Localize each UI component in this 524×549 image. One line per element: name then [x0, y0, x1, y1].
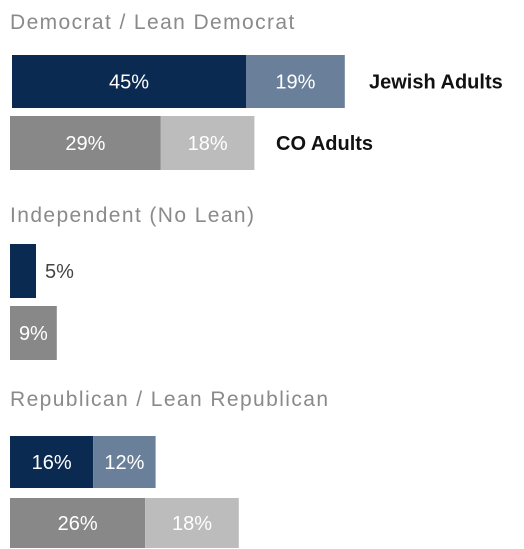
group-label: Democrat / Lean Democrat — [10, 11, 296, 34]
data-label: 26% — [58, 513, 98, 535]
series-label: CO Adults — [276, 133, 373, 155]
data-label: 19% — [275, 72, 315, 94]
data-label: 16% — [32, 452, 72, 474]
data-label: 29% — [65, 133, 105, 155]
series-label: Jewish Adults — [369, 72, 503, 94]
bar-segment — [93, 436, 156, 488]
bar-segment — [10, 436, 94, 488]
data-label: 18% — [188, 133, 228, 155]
data-label: 45% — [109, 72, 149, 94]
group-label: Independent (No Lean) — [10, 204, 255, 227]
group-label: Republican / Lean Republican — [10, 388, 329, 411]
bar-segment — [10, 498, 146, 548]
bar-segment — [145, 498, 239, 548]
bar-segment — [10, 306, 57, 360]
bar-segment — [12, 55, 246, 108]
data-label: 12% — [104, 452, 144, 474]
bar-segment — [160, 116, 255, 170]
bar-segment — [246, 55, 345, 108]
data-label: 9% — [19, 323, 48, 345]
bar-segment — [10, 116, 161, 170]
bar-segment — [10, 244, 36, 298]
data-label: 5% — [45, 261, 74, 283]
data-label: 18% — [172, 513, 212, 535]
